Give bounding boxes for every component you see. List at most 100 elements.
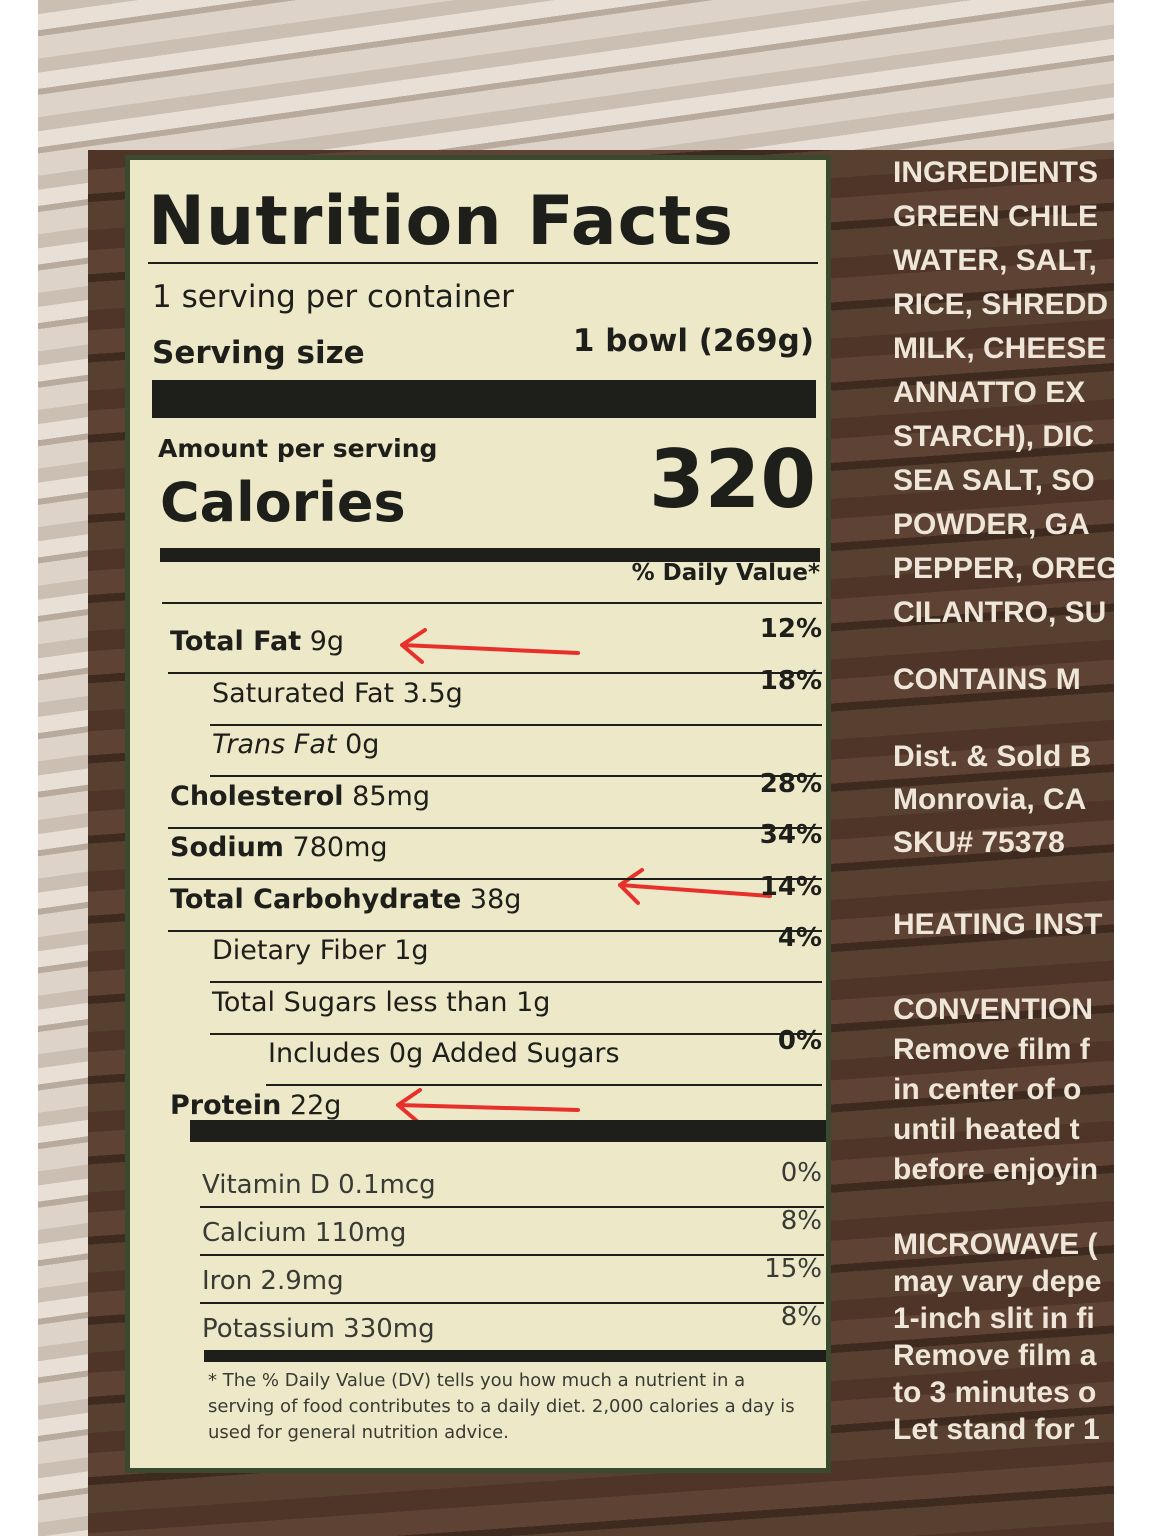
footnote: * The % Daily Value (DV) tells you how m… [208, 1370, 795, 1443]
nutrient-row: Dietary Fiber 1g [212, 937, 429, 964]
microwave-line: 1-inch slit in fi [893, 1302, 1095, 1335]
nutrient-row: Total Sugars less than 1g [212, 989, 550, 1016]
nutrient-name: Includes 0g Added Sugars [268, 1038, 620, 1069]
nutrient-row: Trans Fat 0g [212, 731, 379, 758]
rule [168, 878, 822, 880]
nutrient-name: Dietary Fiber [212, 935, 386, 966]
microwave-line: to 3 minutes o [893, 1376, 1097, 1409]
daily-value: 34% [759, 820, 822, 850]
ingredient-line: GREEN CHILE [893, 200, 1099, 233]
ingredient-line: WATER, SALT, [893, 244, 1097, 277]
nutrient-amount: 0g [345, 729, 380, 760]
rule [162, 602, 822, 604]
calories-value: 320 [649, 433, 816, 526]
ingredient-line: STARCH), DIC [893, 420, 1095, 453]
servings: 1 serving per container [152, 279, 514, 315]
nutrient-row: Sodium 780mg [170, 834, 388, 861]
nutrient-row: Total Carbohydrate 38g [170, 886, 521, 913]
nutrient-name: Total Carbohydrate [170, 883, 462, 915]
microwave-line: MICROWAVE ( [893, 1228, 1098, 1261]
nutrient-row: Cholesterol 85mg [170, 783, 430, 810]
vitamin-dv: 15% [764, 1254, 822, 1284]
rule [168, 929, 822, 932]
vitamin-name: Iron 2.9mg [202, 1266, 344, 1296]
calories-label: Calories [160, 471, 406, 534]
nutrient-name: Total Sugars less than 1g [212, 986, 551, 1018]
label-title: Nutrition Facts [148, 182, 734, 261]
rule [210, 1032, 822, 1035]
nutrient-amount: 38g [469, 883, 522, 915]
daily-value: 28% [759, 768, 822, 799]
ingredient-line: POWDER, GA [893, 508, 1090, 541]
nutrient-amount: 1g [394, 935, 429, 966]
ingredient-line: ANNATTO EX [893, 376, 1086, 409]
ingredient-line: CILANTRO, SU [893, 596, 1107, 629]
nutrient-amount: 3.5g [402, 677, 463, 709]
rule [168, 826, 822, 829]
ingredient-line: MILK, CHEESE [893, 332, 1107, 365]
daily-value: 12% [759, 614, 822, 644]
rule [210, 775, 822, 777]
rule [204, 1350, 826, 1362]
ingredients-heading: INGREDIENTS [893, 156, 1099, 189]
vitamin-dv: 8% [780, 1302, 822, 1332]
daily-value: 0% [777, 1026, 822, 1056]
microwave-line: may vary depe [893, 1265, 1102, 1298]
nutrient-row: Protein 22g [170, 1092, 341, 1119]
rule [160, 548, 820, 562]
nutrient-name: Cholesterol [170, 780, 344, 812]
arrow [400, 628, 580, 664]
ingredient-line: RICE, SHREDD [893, 288, 1109, 321]
distributor-line: Monrovia, CA [893, 783, 1087, 816]
conventional-line: Remove film f [893, 1033, 1090, 1066]
vitamin-name: Vitamin D 0.1mcg [202, 1170, 436, 1200]
serving-size-value: 1 bowl (269g) [572, 323, 814, 359]
rule [200, 1206, 824, 1208]
ingredient-line: PEPPER, OREG [893, 552, 1114, 585]
nutrient-row: Includes 0g Added Sugars [268, 1040, 620, 1067]
amount-per-serving: Amount per serving [158, 434, 438, 463]
rule [168, 672, 822, 674]
daily-value: 4% [777, 923, 822, 953]
rule [200, 1302, 824, 1304]
ingredient-line: SEA SALT, SO [893, 464, 1095, 497]
vitamin-dv: 8% [780, 1206, 822, 1236]
vitamin-name: Calcium 110mg [202, 1218, 407, 1248]
rule [210, 723, 822, 726]
arrow [618, 868, 772, 905]
heating-heading: HEATING INST [893, 908, 1103, 941]
rule [148, 262, 818, 264]
nutrient-name: Saturated Fat [212, 677, 395, 709]
nutrient-name: Trans Fat [212, 729, 337, 760]
nutrient-amount: 780mg [292, 832, 388, 863]
daily-value: 14% [759, 871, 822, 902]
daily-value: 18% [759, 665, 822, 696]
contains-heading: CONTAINS M [893, 663, 1081, 696]
conventional-line: before enjoyin [893, 1153, 1099, 1186]
nutrient-amount: 85mg [352, 780, 430, 812]
nutrient-amount: 22g [289, 1089, 342, 1121]
nutrient-row: Saturated Fat 3.5g [212, 680, 463, 707]
vitamin-name: Potassium 330mg [202, 1314, 435, 1344]
rule [190, 1120, 826, 1142]
rule [266, 1084, 822, 1086]
rule [200, 1254, 824, 1256]
conventional-line: in center of o [893, 1073, 1082, 1106]
microwave-line: Remove film a [893, 1339, 1097, 1372]
nutrient-name: Sodium [170, 832, 284, 863]
arrow [396, 1088, 580, 1124]
dv-header: % Daily Value* [631, 560, 820, 586]
rule [152, 380, 816, 418]
conventional-line: until heated t [893, 1113, 1080, 1146]
vitamin-dv: 0% [780, 1158, 822, 1188]
distributor-line: SKU# 75378 [893, 826, 1065, 859]
nutrient-amount: 9g [309, 626, 345, 657]
nutrition-label [125, 155, 831, 1473]
distributor-line: Dist. & Sold B [893, 740, 1092, 773]
nutrient-name: Total Fat [170, 626, 302, 657]
serving-size-label: Serving size [152, 335, 365, 371]
rule [210, 981, 822, 983]
nutrient-row: Total Fat 9g [170, 628, 344, 655]
